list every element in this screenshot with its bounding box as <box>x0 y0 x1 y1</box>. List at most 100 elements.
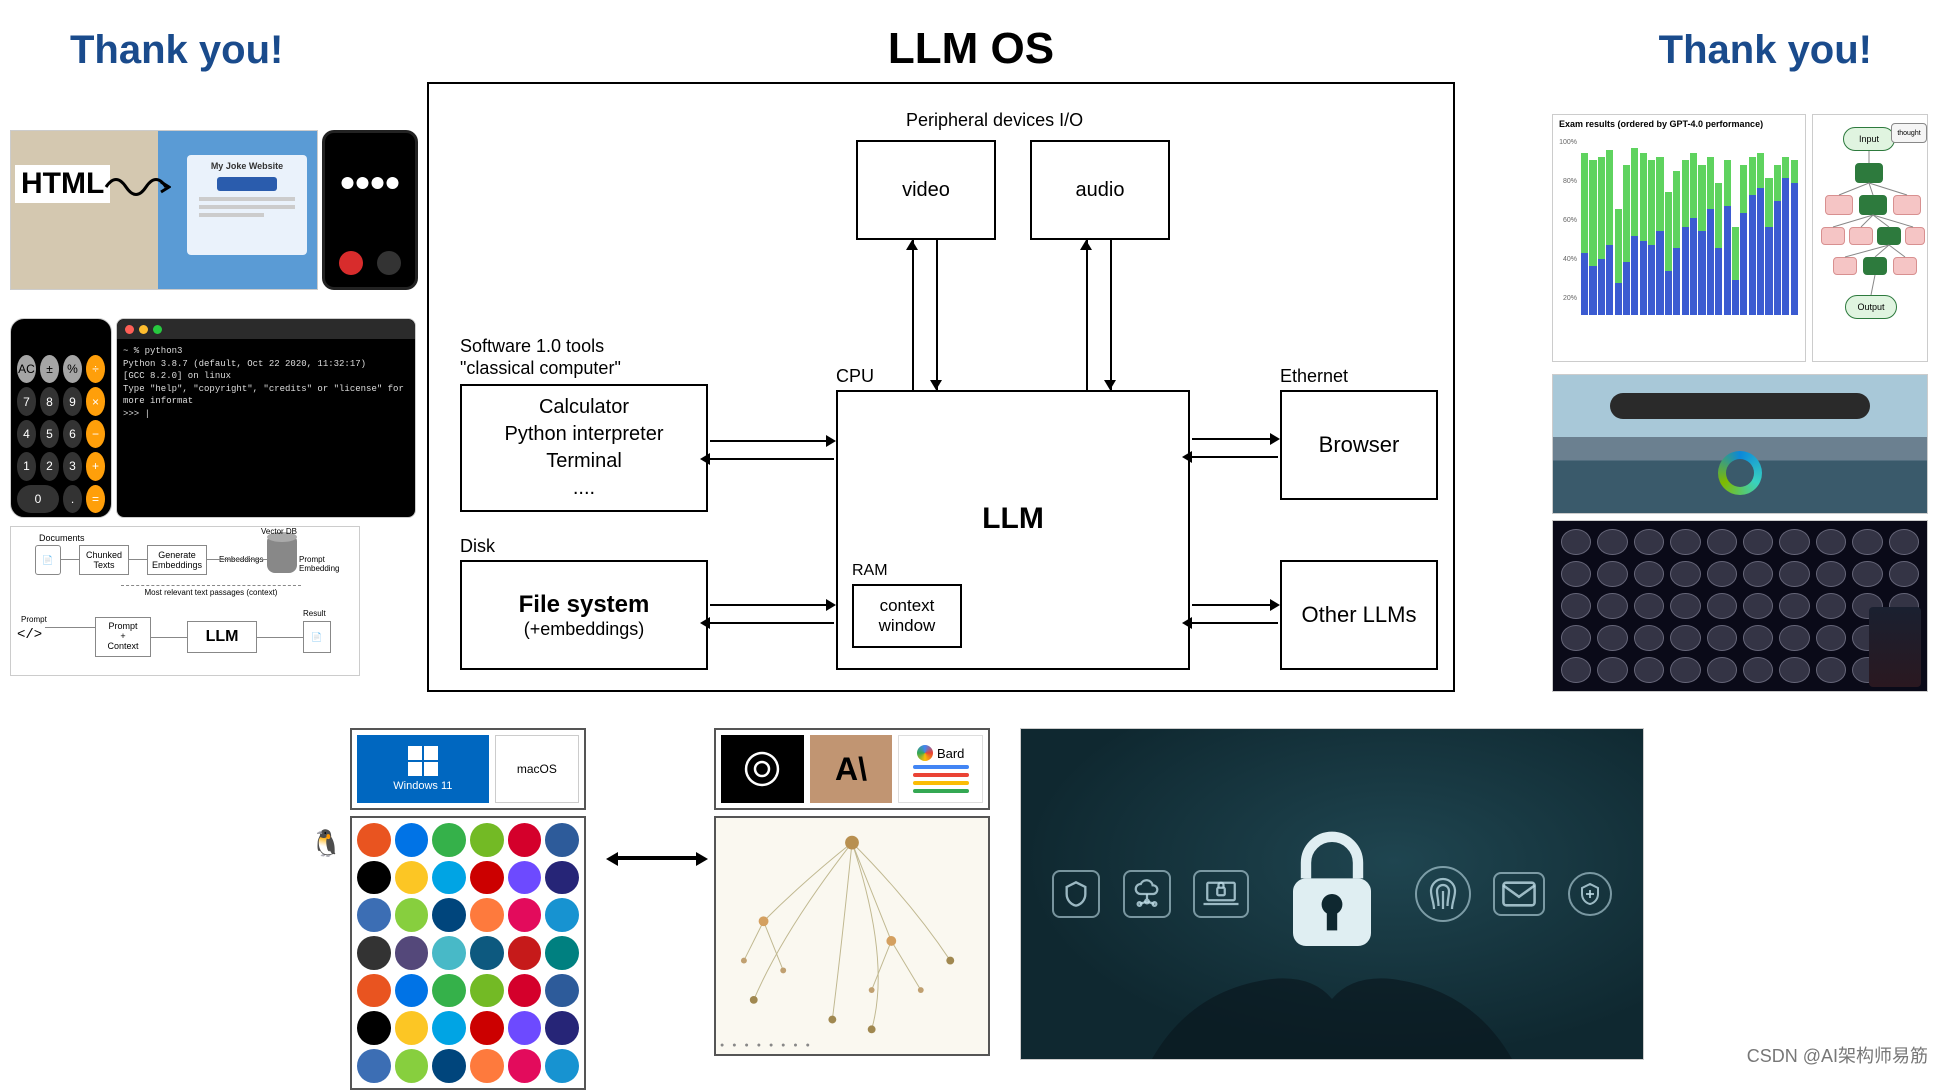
chart-ylabel: 100% <box>1559 139 1577 146</box>
disk-sub: (+embeddings) <box>524 619 645 640</box>
html-text: HTML <box>15 165 110 203</box>
ai-app-icon <box>1707 593 1737 619</box>
linux-distro-icon <box>357 898 391 932</box>
calc-button: 0 <box>17 485 59 513</box>
tools-line: Calculator <box>539 394 629 421</box>
rag-label: Chunked Texts <box>79 545 129 575</box>
linux-distro-icon <box>395 974 429 1008</box>
linux-distro-icon <box>357 861 391 895</box>
arrow <box>1192 622 1278 624</box>
shield-icon <box>1052 870 1100 918</box>
browser-label: Browser <box>1319 432 1400 458</box>
google-icon <box>917 745 933 761</box>
ai-app-icon <box>1743 625 1773 651</box>
flowchart-thumb: Input thought Output <box>1812 114 1928 362</box>
calc-button: 4 <box>17 420 36 448</box>
os-panel: 🐧 Windows 11 macOS <box>350 728 586 1068</box>
linux-distro-icon <box>508 1049 542 1083</box>
chart-bar-front <box>1665 271 1672 315</box>
linux-distro-icon <box>545 823 579 857</box>
shield-plus-icon <box>1568 872 1612 916</box>
llm-title: LLM <box>982 502 1044 536</box>
calc-button: 5 <box>40 420 59 448</box>
chart-title: Exam results (ordered by GPT-4.0 perform… <box>1553 115 1805 133</box>
chart-bar-front <box>1707 209 1714 315</box>
calc-button: 6 <box>63 420 82 448</box>
security-thumb <box>1020 728 1644 1060</box>
arrow <box>1086 240 1088 390</box>
chart-bar-front <box>1757 188 1764 315</box>
linux-distro-icon <box>470 823 504 857</box>
arrow-head <box>1104 380 1116 390</box>
calc-button: . <box>63 485 82 513</box>
terminal-line: ~ % python3 <box>123 345 409 358</box>
openai-icon <box>742 749 782 789</box>
calc-button: AC <box>17 355 36 383</box>
ai-app-icon <box>1707 529 1737 555</box>
ai-app-icon <box>1634 657 1664 683</box>
arrow-head <box>1270 599 1280 611</box>
tools-caption-2: "classical computer" <box>460 358 621 379</box>
calc-button: 1 <box>17 452 36 480</box>
thank-you-left: Thank you! <box>70 28 283 73</box>
linux-distro-icon <box>432 823 466 857</box>
tools-line: .... <box>573 475 595 502</box>
chart-ylabel: 20% <box>1563 295 1577 302</box>
arrow <box>710 604 834 606</box>
chart-bar-front <box>1598 259 1605 315</box>
rag-thumb: Documents 📄 Chunked Texts Generate Embed… <box>10 526 360 676</box>
arrow <box>1192 438 1278 440</box>
arrow <box>1192 604 1278 606</box>
ai-app-icon <box>1743 529 1773 555</box>
arrow <box>912 240 914 390</box>
linux-distro-icon <box>395 861 429 895</box>
disk-box: File system (+embeddings) <box>460 560 708 670</box>
linux-distro-icon <box>470 1049 504 1083</box>
arrow <box>1110 240 1112 390</box>
ai-app-icon <box>1597 593 1627 619</box>
ai-app-icon <box>1779 561 1809 587</box>
peripheral-label: Peripheral devices I/O <box>906 110 1083 131</box>
linux-distro-icon <box>545 898 579 932</box>
laptop-lock-icon <box>1193 870 1249 918</box>
ai-app-icon <box>1816 561 1846 587</box>
ai-app-icon <box>1561 529 1591 555</box>
terminal-line: Python 3.8.7 (default, Oct 22 2020, 11:3… <box>123 358 409 371</box>
ai-app-icon <box>1670 561 1700 587</box>
arrow-head <box>930 380 942 390</box>
rag-label: Most relevant text passages (context) <box>121 585 301 597</box>
linux-distro-icon <box>545 974 579 1008</box>
linux-distro-icon <box>432 974 466 1008</box>
arrow <box>710 458 834 460</box>
linux-distro-icon <box>432 898 466 932</box>
video-label: video <box>902 179 950 202</box>
audio-label: audio <box>1076 179 1125 202</box>
ai-app-icon <box>1597 625 1627 651</box>
linux-distro-icon <box>508 861 542 895</box>
linux-distro-icon <box>508 936 542 970</box>
ai-app-icon <box>1634 625 1664 651</box>
arrow-head <box>700 453 710 465</box>
cloud-network-icon <box>1123 870 1171 918</box>
calc-button: ÷ <box>86 355 105 383</box>
linux-distro-icon <box>470 1011 504 1045</box>
arrow-head <box>696 852 708 866</box>
ai-app-icon <box>1779 625 1809 651</box>
calc-button: 9 <box>63 387 82 415</box>
chart-bar-front <box>1682 227 1689 315</box>
rag-label: Prompt + Context <box>95 617 151 657</box>
chart-ylabel: 40% <box>1563 256 1577 263</box>
calc-button: − <box>86 420 105 448</box>
ai-app-icon <box>1670 625 1700 651</box>
tux-icon: 🐧 <box>310 828 342 859</box>
rag-label: LLM <box>187 621 257 653</box>
linux-distro-icon <box>508 1011 542 1045</box>
linux-distro-icon <box>395 823 429 857</box>
ai-app-icon <box>1634 561 1664 587</box>
linux-distro-icon <box>432 936 466 970</box>
chart-ylabel: 80% <box>1563 178 1577 185</box>
llm-map: ●●●●●●●● <box>714 816 990 1056</box>
anthropic-icon: A\ <box>810 735 893 803</box>
chart-bar-front <box>1724 206 1731 315</box>
ai-app-icon <box>1779 593 1809 619</box>
